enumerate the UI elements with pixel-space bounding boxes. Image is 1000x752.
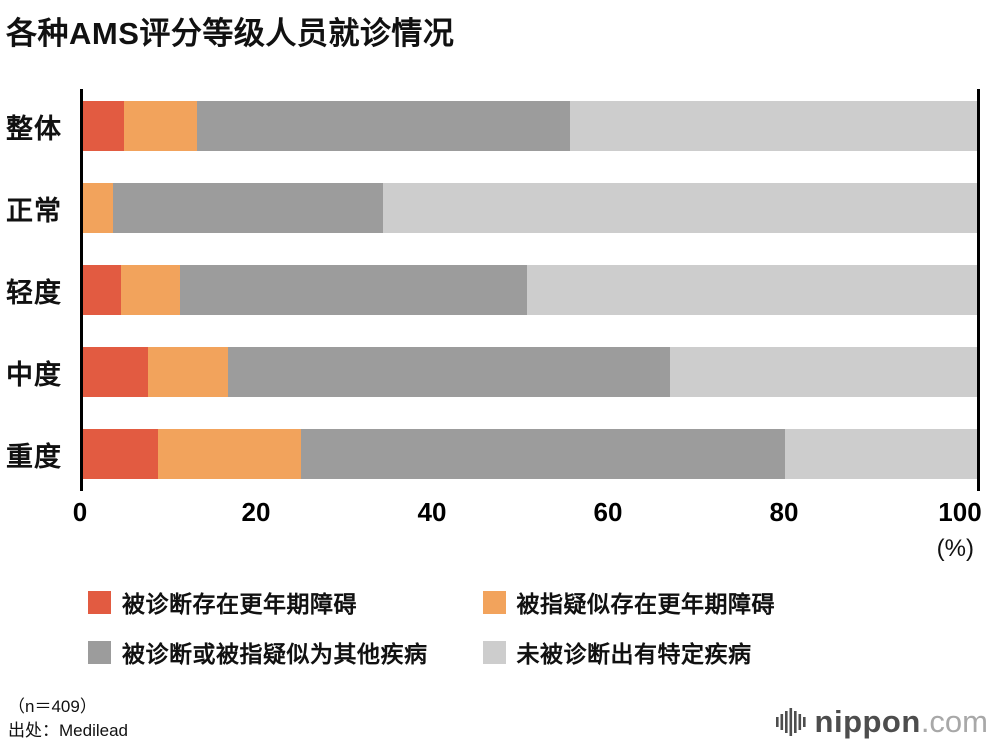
nippon-logo: nippon.com xyxy=(775,704,988,740)
legend-item: 被指疑似存在更年期障碍 xyxy=(482,585,776,619)
legend-item: 被诊断或被指疑似为其他疾病 xyxy=(88,635,428,669)
chart-row: 重度 xyxy=(0,429,980,479)
legend-swatch xyxy=(88,590,111,614)
x-tick-label: 100 xyxy=(938,497,982,527)
bar-track xyxy=(80,183,980,233)
bar-segment xyxy=(570,101,980,151)
legend-label: 被诊断或被指疑似为其他疾病 xyxy=(122,641,428,667)
bar-segment xyxy=(80,429,159,479)
legend-swatch xyxy=(482,590,506,614)
bar-segment xyxy=(148,347,228,397)
waveform-icon xyxy=(775,706,806,738)
chart-row: 轻度 xyxy=(0,265,980,315)
category-label: 重度 xyxy=(6,441,62,472)
category-label: 轻度 xyxy=(6,277,62,308)
legend-item: 未被诊断出有特定疾病 xyxy=(482,635,776,669)
x-tick-label: 60 xyxy=(593,497,623,527)
source: 出处：Medilead xyxy=(8,721,128,741)
category-label: 正常 xyxy=(6,195,62,226)
legend: 被诊断存在更年期障碍 被指疑似存在更年期障碍被诊断或被指疑似为其他疾病 未被诊断出有… xyxy=(88,585,1000,669)
x-tick-label: 40 xyxy=(417,497,447,527)
chart-row: 中度 xyxy=(0,347,980,397)
logo-tld: .com xyxy=(920,704,988,739)
x-tick-label: 0 xyxy=(72,497,88,527)
bar-segment xyxy=(179,265,528,315)
bar-segment xyxy=(80,347,149,397)
bar-track xyxy=(80,347,980,397)
logo-name: nippon xyxy=(814,704,921,739)
chart-title: 各种AMS评分等级人员就诊情况 xyxy=(6,16,455,51)
bar-track xyxy=(80,429,980,479)
category-label: 中度 xyxy=(6,359,62,390)
bar-segment xyxy=(80,265,122,315)
x-axis: 0 20 40 60 80 100 (%) xyxy=(73,497,982,567)
bar-segment xyxy=(80,183,114,233)
legend-label: 未被诊断出有特定疾病 xyxy=(516,641,752,667)
bar-segment xyxy=(124,101,197,151)
category-label: 整体 xyxy=(6,113,62,144)
chart-page: 各种AMS评分等级人员就诊情况 整体正常轻度中度重度 0 20 40 60 80 100 … xyxy=(0,8,1000,740)
bar-segment xyxy=(121,265,180,315)
bar-segment xyxy=(113,183,384,233)
legend-item: 被诊断存在更年期障碍 xyxy=(88,585,428,619)
legend-swatch xyxy=(88,640,111,664)
legend-label: 被指疑似存在更年期障碍 xyxy=(516,591,775,617)
logo-text: nippon.com xyxy=(815,704,988,740)
bar-segment xyxy=(196,101,571,151)
bar-segment xyxy=(227,347,671,397)
bar-segment xyxy=(527,265,980,315)
chart: 整体正常轻度中度重度 0 20 40 60 80 100 (%) xyxy=(0,89,982,567)
plot-area: 整体正常轻度中度重度 xyxy=(0,89,980,491)
bar-track xyxy=(80,265,980,315)
bar-segment xyxy=(301,429,785,479)
bar-segment xyxy=(80,101,125,151)
bar-segment xyxy=(670,347,980,397)
legend-swatch xyxy=(482,640,506,664)
bar-segment xyxy=(784,429,980,479)
bar-segment xyxy=(158,429,302,479)
chart-row: 整体 xyxy=(0,101,980,151)
footer: （n＝409） 出处：Medilead xyxy=(8,695,128,744)
legend-label: 被诊断存在更年期障碍 xyxy=(122,591,357,617)
x-axis-unit: (%) xyxy=(936,535,974,562)
x-tick-label: 80 xyxy=(769,497,799,527)
bar-track xyxy=(80,101,980,151)
chart-rows: 整体正常轻度中度重度 xyxy=(0,101,980,479)
x-tick-label: 20 xyxy=(241,497,271,527)
chart-row: 正常 xyxy=(0,183,980,233)
bar-segment xyxy=(383,183,980,233)
sample-size: （n＝409） xyxy=(8,696,97,716)
